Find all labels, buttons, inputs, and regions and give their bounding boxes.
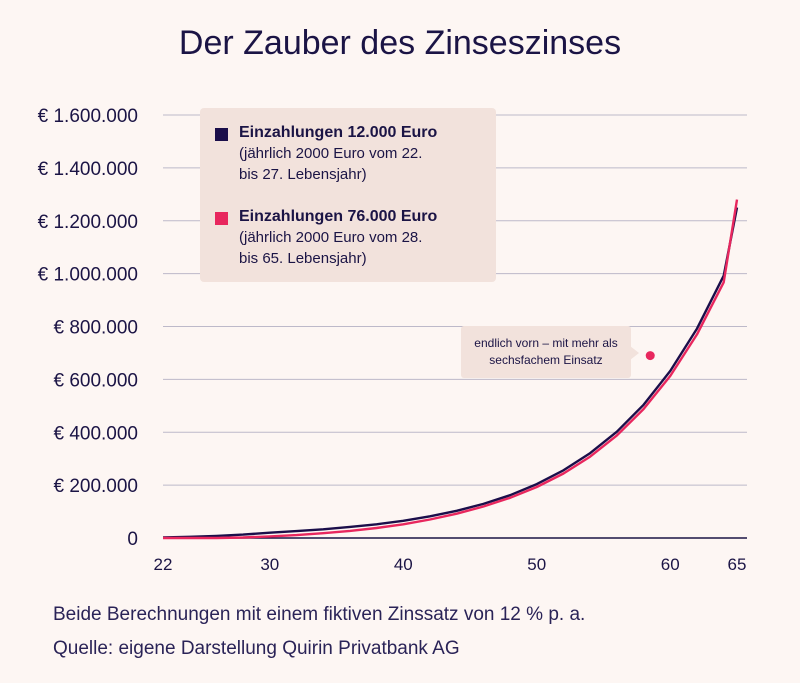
- legend-description-2: (jährlich 2000 Euro vom 28. bis 65. Lebe…: [239, 229, 423, 267]
- chart-title: Der Zauber des Zinseszinses: [178, 24, 622, 62]
- y-tick-label: € 400.000: [53, 423, 138, 444]
- legend-label-1: Einzahlungen 12.000 Euro: [239, 124, 438, 141]
- annotation-dot: [645, 351, 655, 361]
- y-tick-label: € 600.000: [53, 370, 138, 391]
- x-tick-label: 65: [728, 555, 747, 574]
- annotation-callout-pointer: [630, 346, 639, 360]
- x-tick-label: 40: [394, 555, 413, 574]
- x-tick-label: 22: [154, 555, 173, 574]
- y-tick-label: € 1.200.000: [38, 212, 138, 233]
- x-tick-label: 60: [661, 555, 680, 574]
- footer-source: Quelle: eigene Darstellung Quirin Privat…: [53, 638, 460, 659]
- x-tick-label: 30: [260, 555, 279, 574]
- y-tick-label: € 1.000.000: [38, 265, 138, 286]
- legend-swatch-2: [215, 212, 228, 225]
- y-axis: 0 € 200.000 € 400.000 € 600.000 € 800.000 € 1…: [38, 106, 138, 550]
- y-tick-label: € 1.600.000: [38, 106, 138, 127]
- x-tick-label: 50: [527, 555, 546, 574]
- legend: Einzahlungen 12.000 Euro (jährlich 2000 …: [200, 108, 496, 282]
- footer-note: Beide Berechnungen mit einem fiktiven Zi…: [53, 604, 586, 625]
- x-axis: 22 30 40 50 60 65: [154, 555, 747, 574]
- series-line-1: [162, 207, 739, 539]
- y-tick-label: € 800.000: [53, 318, 138, 339]
- y-tick-label: € 1.400.000: [38, 159, 138, 180]
- series-line-2: [163, 199, 739, 540]
- legend-label-2: Einzahlungen 76.000 Euro: [239, 208, 438, 225]
- legend-description-1: (jährlich 2000 Euro vom 22. bis 27. Lebe…: [239, 145, 423, 183]
- series-lines: [162, 199, 739, 540]
- y-tick-label: 0: [127, 529, 138, 550]
- legend-swatch-1: [215, 128, 228, 141]
- annotation-marker: [645, 351, 655, 361]
- annotation-callout: endlich vorn – mit mehr als sechsfachem …: [461, 326, 631, 378]
- y-tick-label: € 200.000: [53, 476, 138, 497]
